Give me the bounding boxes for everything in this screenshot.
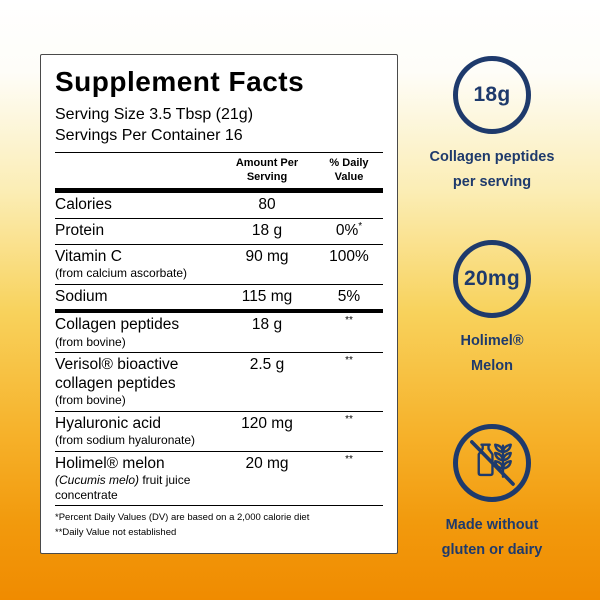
benefit-badges: 18g Collagen peptides per serving 20mg H…: [408, 56, 576, 563]
dv-column-header: % Daily Value: [329, 156, 369, 183]
footnotes: *Percent Daily Values (DV) are based on …: [55, 511, 383, 540]
badge-circle: [453, 423, 531, 502]
row-name: Calories: [55, 196, 112, 214]
badge-value: 18g: [473, 83, 511, 106]
badge-circle: 20mg: [453, 239, 531, 318]
divider-thin: [55, 151, 383, 153]
row-amount: 2.5 g: [249, 356, 285, 374]
row-amount: 80: [258, 196, 276, 214]
row-dv-footmark: **: [345, 315, 353, 327]
row-subtext: (from bovine): [55, 393, 126, 408]
table-row-collagen-peptides: Collagen peptides (from bovine) 18 g **: [55, 313, 383, 354]
row-amount: 20 mg: [245, 454, 289, 472]
row-subtext: (from bovine): [55, 334, 126, 349]
serving-size-text: Serving Size 3.5 Tbsp (21g): [55, 105, 254, 123]
badge-free-from: Made without gluten or dairy: [442, 423, 543, 564]
row-subtext: (from calcium ascorbate): [55, 266, 188, 281]
badge-caption: Collagen peptides per serving: [430, 145, 555, 196]
no-gluten-dairy-icon: [470, 439, 515, 486]
badge-value: 20mg: [463, 266, 521, 290]
row-dv-footmark: **: [345, 413, 353, 425]
row-amount: 120 mg: [241, 414, 293, 432]
divider-thick: [55, 188, 383, 194]
footnote-daily-values: *Percent Daily Values (DV) are based on …: [55, 512, 310, 524]
table-row-protein: Protein 18 g 0%*: [55, 219, 383, 245]
row-subtext-rest: fruit juice concentrate: [55, 473, 191, 502]
row-amount: 18 g: [251, 316, 283, 334]
caption-line: gluten or dairy: [441, 541, 543, 558]
row-amount: 18 g: [251, 222, 283, 240]
row-dv-footmark: *: [358, 221, 363, 233]
caption-line: Collagen peptides: [429, 149, 555, 165]
table-header: Amount Per Serving % Daily Value: [55, 153, 383, 188]
row-dv-footmark: **: [345, 355, 353, 367]
badge-holimel-melon: 20mg Holimel® Melon: [453, 239, 531, 380]
table-row-holimel-melon: Holimel® melon (Cucumis melo) fruit juice…: [55, 452, 383, 507]
badge-collagen-per-serving: 18g Collagen peptides per serving: [430, 56, 555, 196]
row-name: Holimel® melon: [55, 454, 165, 472]
table-row-verisol: Verisol® bioactive collagen peptides (fro…: [55, 353, 383, 412]
footnote-dv-not-established: **Daily Value not established: [55, 526, 177, 538]
row-dv-footmark: **: [345, 453, 353, 465]
table-row-hyaluronic-acid: Hyaluronic acid (from sodium hyaluronate)…: [55, 412, 383, 452]
row-name: Verisol® bioactive collagen peptides: [55, 356, 179, 392]
caption-line: Melon: [471, 358, 513, 375]
row-amount: 90 mg: [245, 247, 289, 265]
row-subtext-latin-name: (Cucumis melo): [55, 473, 140, 488]
row-name: Vitamin C: [55, 247, 122, 265]
panel-title: Supplement Facts: [55, 66, 305, 97]
spacer-cell: [55, 157, 219, 185]
row-dv: 0%: [335, 222, 359, 240]
badge-caption: Holimel® Melon: [460, 329, 523, 380]
caption-line: per serving: [452, 174, 532, 191]
row-dv: 5%: [337, 287, 361, 305]
row-name: Hyaluronic acid: [55, 414, 161, 432]
caption-line: Made without: [445, 516, 539, 533]
caption-line: Holimel®: [460, 332, 524, 349]
badge-circle: 18g: [452, 56, 531, 134]
table-row-calories: Calories 80: [55, 193, 383, 220]
row-subtext: (Cucumis melo) fruit juice concentrate: [55, 473, 219, 502]
row-name: Collagen peptides: [55, 316, 180, 334]
table-row-vitamin-c: Vitamin C (from calcium ascorbate) 90 mg …: [55, 245, 383, 285]
row-name: Sodium: [55, 287, 108, 305]
amount-column-header: Amount Per Serving: [235, 156, 299, 183]
servings-per-container-text: Servings Per Container 16: [55, 127, 243, 145]
supplement-facts-panel: Supplement Facts Serving Size 3.5 Tbsp (…: [40, 54, 398, 554]
table-row-sodium: Sodium 115 mg 5%: [55, 285, 383, 314]
row-subtext: (from sodium hyaluronate): [55, 433, 196, 448]
row-amount: 115 mg: [241, 287, 293, 305]
row-name: Protein: [55, 222, 105, 240]
badge-caption: Made without gluten or dairy: [442, 513, 543, 564]
row-dv: 100%: [329, 247, 369, 265]
